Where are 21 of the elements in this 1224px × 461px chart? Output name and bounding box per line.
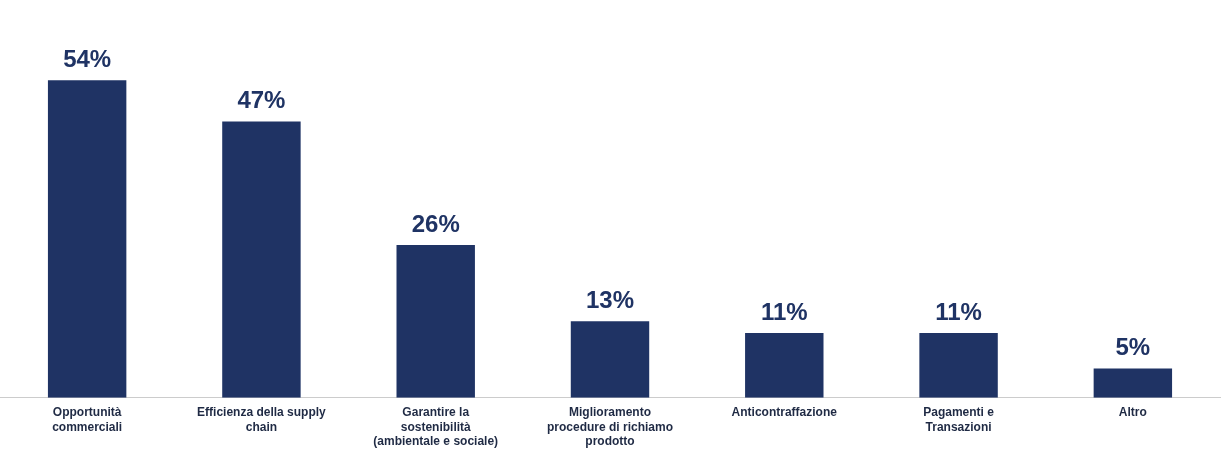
bar [222,121,301,398]
bar [1093,368,1173,398]
data-label: 47% [237,86,286,114]
data-label: 54% [63,44,112,72]
data-label: 5% [1115,333,1151,361]
x-tick-label: Anticontraffazione [731,405,838,420]
x-tick-label: Opportunità commerciali [52,405,123,434]
bar [47,80,127,398]
data-label: 11% [760,297,808,325]
bar [919,333,998,398]
data-label: 11% [935,297,982,325]
data-label: 13% [585,285,635,313]
bar [745,333,824,398]
x-tick-label: Garantire la sostenibilità (ambientale e sociale) [373,405,499,449]
bar [396,244,475,398]
data-label: 26% [411,209,460,237]
bar [570,321,650,398]
x-tick-label: Miglioramento procedure di richiamo prodotto [546,405,674,449]
x-tick-label: Pagamenti e Transazioni [923,405,995,434]
x-tick-label: Altro [1118,405,1147,420]
x-tick-label: Efficienza della supply chain [197,405,327,434]
